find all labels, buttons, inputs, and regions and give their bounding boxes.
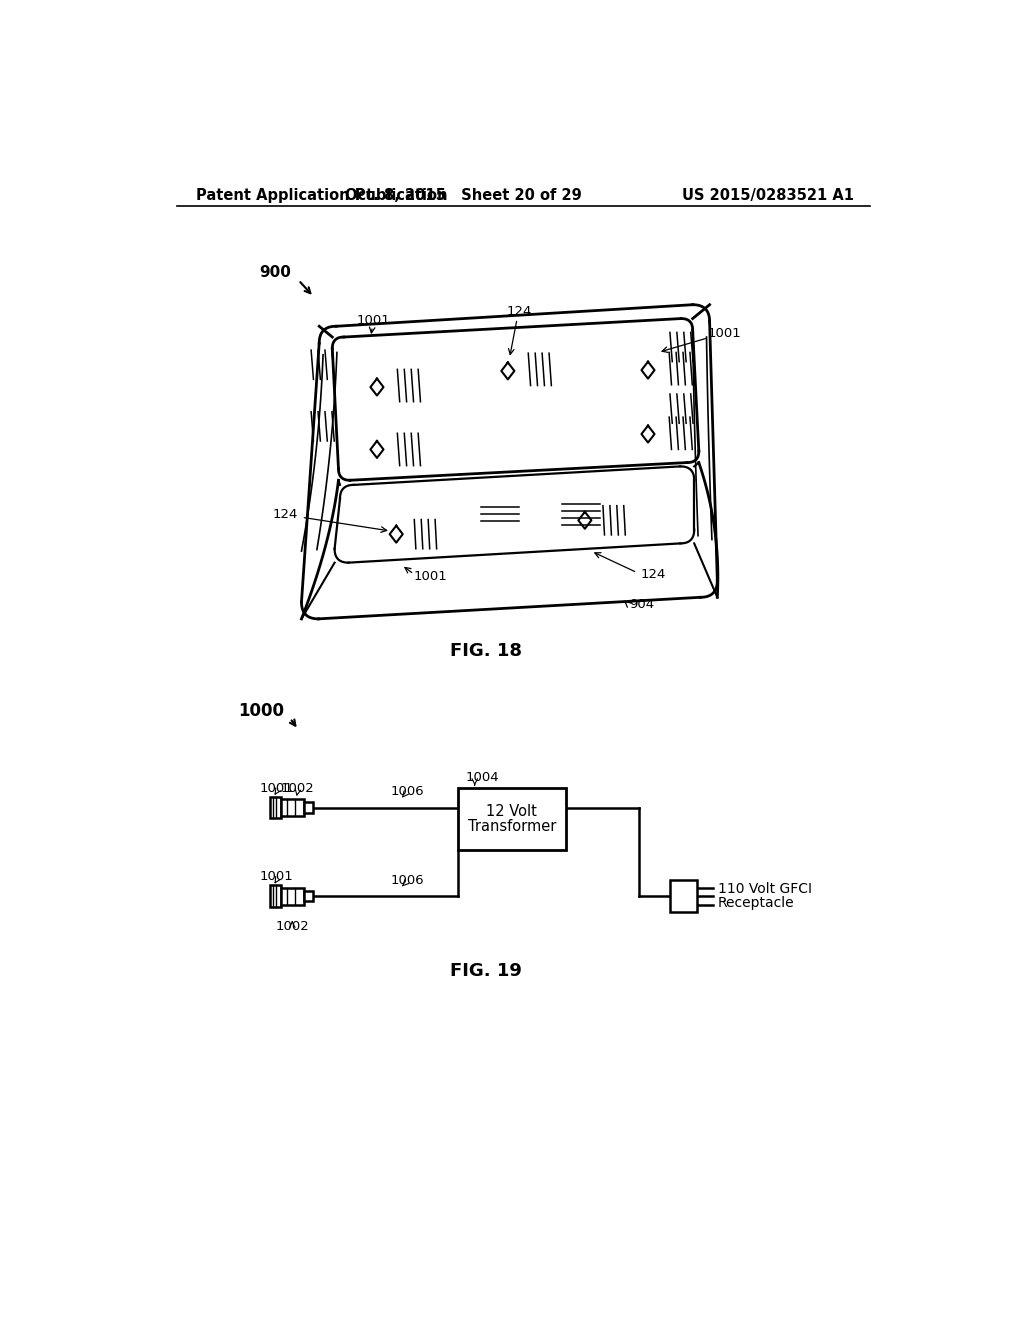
Text: 904: 904 bbox=[630, 598, 654, 611]
Bar bbox=[270, 886, 281, 907]
Text: Oct. 8, 2015   Sheet 20 of 29: Oct. 8, 2015 Sheet 20 of 29 bbox=[345, 187, 582, 203]
Bar bbox=[670, 880, 696, 912]
Text: 1006: 1006 bbox=[391, 874, 425, 887]
Bar bbox=[281, 887, 304, 904]
Text: Patent Application Publication: Patent Application Publication bbox=[196, 187, 447, 203]
Text: 1001: 1001 bbox=[414, 570, 447, 583]
Bar bbox=[304, 803, 313, 813]
Text: 12 Volt: 12 Volt bbox=[486, 804, 538, 818]
Text: 110 Volt GFCI: 110 Volt GFCI bbox=[718, 882, 812, 896]
Text: 1001: 1001 bbox=[357, 314, 391, 327]
Text: 124: 124 bbox=[273, 508, 298, 520]
Text: 124: 124 bbox=[507, 305, 532, 318]
Bar bbox=[458, 788, 565, 850]
Text: 900: 900 bbox=[259, 265, 291, 280]
Bar bbox=[304, 891, 313, 902]
Text: 1001: 1001 bbox=[260, 870, 294, 883]
Text: 124: 124 bbox=[640, 568, 666, 581]
Text: 1002: 1002 bbox=[281, 781, 314, 795]
Text: FIG. 18: FIG. 18 bbox=[451, 643, 522, 660]
Text: Receptacle: Receptacle bbox=[718, 896, 795, 909]
Text: 1002: 1002 bbox=[275, 920, 309, 933]
Text: 1001: 1001 bbox=[708, 327, 741, 341]
Text: 1004: 1004 bbox=[466, 771, 499, 784]
Text: Transformer: Transformer bbox=[468, 820, 556, 834]
Text: 1006: 1006 bbox=[391, 785, 425, 797]
Text: 1000: 1000 bbox=[239, 702, 285, 721]
Bar bbox=[281, 799, 304, 816]
Text: US 2015/0283521 A1: US 2015/0283521 A1 bbox=[682, 187, 854, 203]
Bar bbox=[270, 797, 281, 818]
Text: 1001: 1001 bbox=[260, 781, 294, 795]
Text: FIG. 19: FIG. 19 bbox=[451, 962, 522, 979]
